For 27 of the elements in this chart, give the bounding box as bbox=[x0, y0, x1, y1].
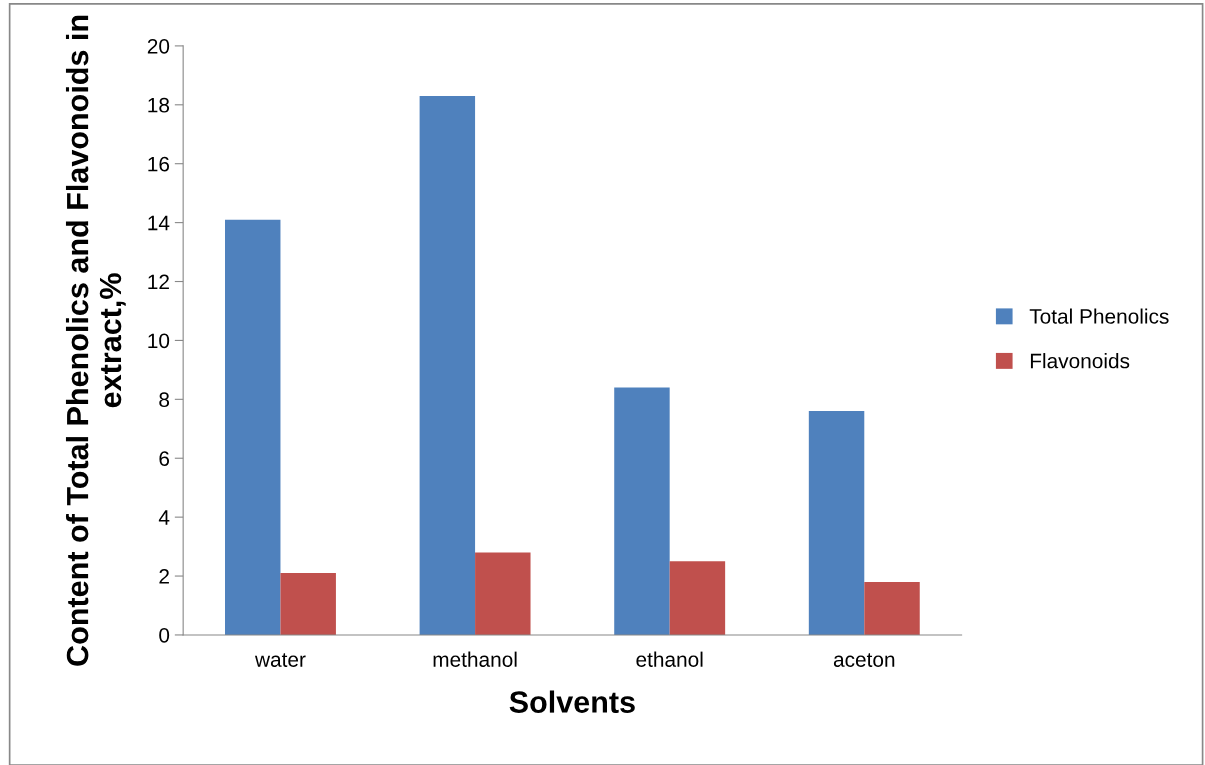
bar bbox=[280, 573, 336, 635]
bar bbox=[808, 411, 865, 635]
x-tick-label: aceton bbox=[833, 653, 895, 667]
y-tick-label: 2 bbox=[159, 569, 169, 584]
x-tick-label: methanol bbox=[433, 651, 517, 667]
y-tick-label: 0 bbox=[159, 627, 170, 643]
bar bbox=[419, 95, 476, 635]
y-tick-label: 6 bbox=[159, 451, 170, 466]
y-tick-label: 8 bbox=[159, 392, 170, 408]
y-tick-label: 10 bbox=[148, 333, 170, 349]
x-tick-label: water bbox=[254, 653, 306, 667]
y-axis-title: Content of Total Phenolics and Flavonoids in extract,% bbox=[65, 15, 126, 666]
legend-label: Flavonoids bbox=[1030, 353, 1130, 369]
y-tick-label: 18 bbox=[148, 97, 170, 113]
bar bbox=[475, 552, 531, 635]
y-tick-label: 16 bbox=[148, 156, 170, 172]
y-tick-label: 12 bbox=[148, 274, 169, 290]
x-tick-label: ethanol bbox=[636, 651, 703, 667]
y-tick-label: 20 bbox=[147, 38, 170, 54]
bar bbox=[864, 581, 920, 635]
bar bbox=[225, 219, 281, 635]
x-axis-title: Solvents bbox=[509, 690, 635, 713]
y-tick-label: 14 bbox=[148, 215, 170, 231]
bar bbox=[669, 561, 726, 635]
y-tick-label: 4 bbox=[158, 510, 170, 525]
legend-label: Total Phenolics bbox=[1029, 308, 1169, 324]
bar bbox=[614, 387, 670, 635]
